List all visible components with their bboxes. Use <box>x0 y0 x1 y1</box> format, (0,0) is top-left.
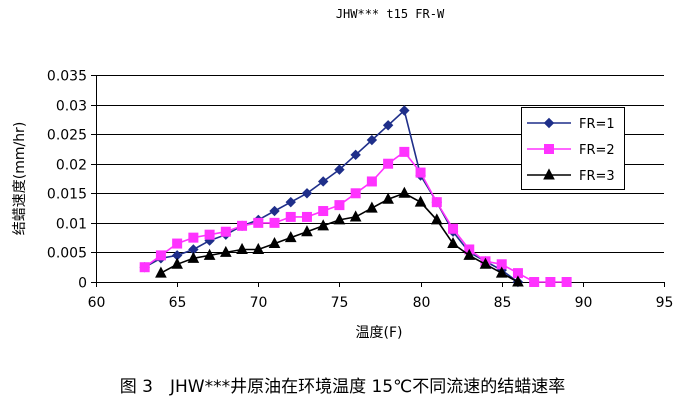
data-point <box>479 257 492 269</box>
data-point <box>155 266 167 278</box>
legend-label: FR=3 <box>579 169 615 184</box>
data-point <box>529 277 540 287</box>
data-point <box>268 236 281 249</box>
data-point <box>495 266 508 278</box>
data-point <box>318 206 329 217</box>
series-3 <box>155 186 524 287</box>
legend-entry: FR=3 <box>527 168 615 184</box>
x-tick-label: 70 <box>250 295 268 311</box>
data-point <box>430 213 443 225</box>
data-point <box>188 232 199 243</box>
data-point <box>317 219 330 231</box>
data-point <box>203 248 216 260</box>
data-point <box>285 196 296 208</box>
data-point <box>382 120 394 131</box>
data-point <box>252 242 265 254</box>
data-point <box>431 197 442 208</box>
data-point <box>349 210 362 222</box>
data-point <box>545 277 556 287</box>
data-point <box>301 188 313 199</box>
legend: FR=1 FR=2 FR=3 <box>521 107 625 190</box>
legend-label: FR=2 <box>579 143 615 158</box>
data-point <box>171 257 183 269</box>
data-point <box>350 149 361 161</box>
data-point <box>333 213 346 225</box>
data-point <box>382 192 394 204</box>
series-2 <box>139 146 572 287</box>
y-tick-label: 0 <box>78 276 87 292</box>
data-point <box>269 205 280 217</box>
data-point <box>155 250 166 261</box>
data-point <box>399 146 410 157</box>
data-point <box>285 211 296 222</box>
y-tick-label: 0.01 <box>56 217 87 233</box>
grid <box>96 75 664 283</box>
data-point <box>172 238 183 249</box>
data-point <box>366 134 378 146</box>
x-tick-label: 80 <box>413 295 431 311</box>
data-point <box>415 167 426 178</box>
y-tick-label: 0.035 <box>47 69 87 85</box>
x-tick-label: 65 <box>169 295 187 311</box>
data-point <box>236 242 248 254</box>
data-point <box>350 188 361 199</box>
y-tick-label: 0.015 <box>47 187 87 203</box>
axes: 0 0.005 0.01 0.015 0.02 0.025 0.03 0.035 60 65 70 7… <box>47 69 674 312</box>
data-point <box>269 217 280 228</box>
data-point <box>448 223 459 234</box>
x-tick-label: 95 <box>656 295 674 311</box>
x-tick-label: 60 <box>88 295 106 311</box>
data-point <box>414 195 427 207</box>
legend-entry: FR=1 <box>527 117 615 132</box>
y-tick-label: 0.005 <box>47 246 87 262</box>
y-axis-title: 结蜡速度(mm/hr) <box>12 122 28 236</box>
data-point <box>398 186 411 198</box>
data-point <box>220 245 232 257</box>
data-point <box>366 201 378 213</box>
data-point <box>301 225 313 237</box>
data-point <box>447 236 459 249</box>
y-tick-label: 0.03 <box>56 99 87 115</box>
data-point <box>187 251 200 263</box>
x-tick-label: 90 <box>575 295 593 311</box>
plot-area <box>139 105 572 288</box>
data-point <box>399 105 410 116</box>
legend-marker <box>543 168 555 180</box>
x-axis-title: 温度(F) <box>356 325 403 341</box>
data-point <box>512 275 524 287</box>
data-point <box>139 262 150 273</box>
x-tick-label: 85 <box>494 295 512 311</box>
y-tick-label: 0.02 <box>56 158 87 174</box>
data-point <box>301 211 312 222</box>
data-point <box>284 231 297 243</box>
data-point <box>334 200 345 211</box>
data-point <box>383 158 394 169</box>
y-tick-label: 0.025 <box>47 128 87 144</box>
x-tick-label: 75 <box>331 295 349 311</box>
chart-title: JHW*** t15 FR-W <box>336 7 445 21</box>
data-point <box>220 226 231 237</box>
data-point <box>334 164 345 175</box>
data-point <box>463 248 476 260</box>
data-point <box>204 229 215 240</box>
chart: 0 0.005 0.01 0.015 0.02 0.025 0.03 0.035 60 65 70 7… <box>12 7 674 341</box>
data-point <box>253 217 264 228</box>
legend-entry: FR=2 <box>527 143 615 158</box>
data-point <box>317 176 329 187</box>
legend-marker <box>543 117 555 129</box>
data-point <box>366 176 377 187</box>
data-point <box>561 277 572 287</box>
legend-label: FR=1 <box>579 117 615 132</box>
figure-caption: 图 3 JHW***井原油在环境温度 15℃不同流速的结蜡速率 <box>119 377 566 397</box>
legend-marker <box>544 144 554 154</box>
data-point <box>237 220 248 231</box>
